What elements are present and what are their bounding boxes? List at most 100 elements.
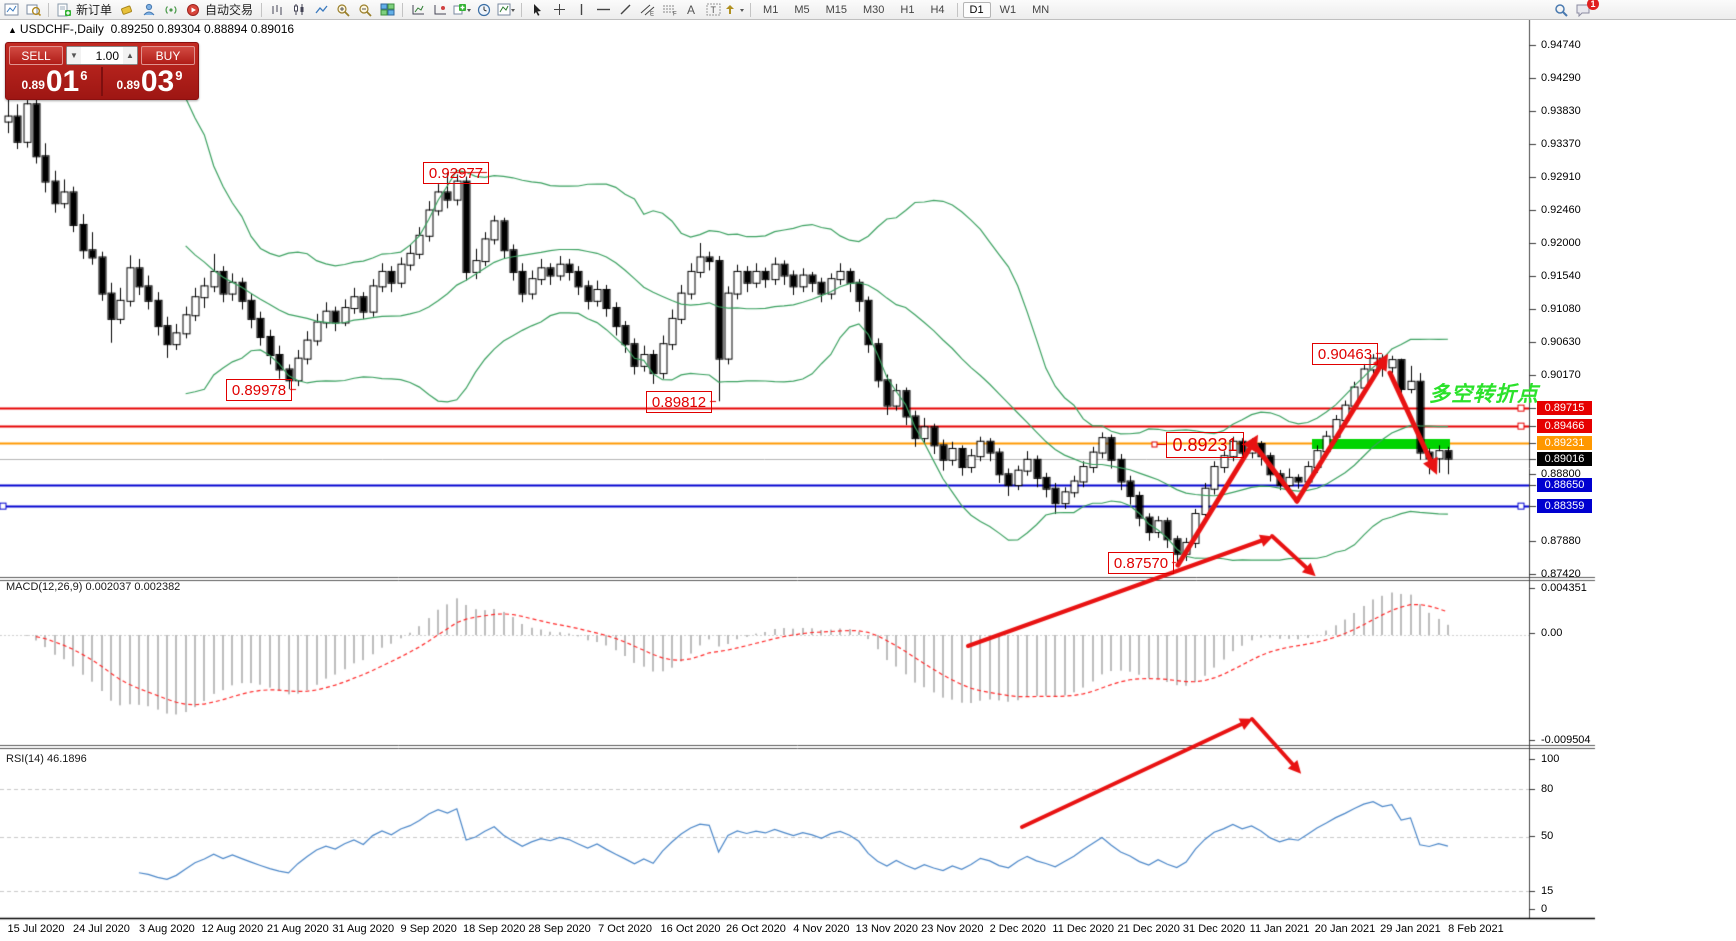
volume-increase-button[interactable]: ▲ bbox=[123, 47, 137, 64]
volume-value[interactable]: 1.00 bbox=[95, 48, 119, 63]
chart-profiles-icon[interactable] bbox=[22, 1, 44, 18]
add-indicator-icon[interactable] bbox=[451, 1, 473, 18]
timeframe-button-d1[interactable]: D1 bbox=[962, 1, 991, 18]
rsi-axis-label: 0 bbox=[1541, 903, 1548, 915]
price-axis-label-blue: 0.88650 bbox=[1537, 478, 1592, 493]
date-axis-label: 2 Dec 2020 bbox=[989, 923, 1046, 935]
turning-point-annotation[interactable]: 多空转折点 bbox=[1429, 383, 1539, 406]
crosshair-icon[interactable] bbox=[548, 1, 570, 18]
sell-price-pip: 6 bbox=[80, 68, 88, 83]
price-axis-label: 0.92460 bbox=[1541, 203, 1581, 216]
volume-stepper[interactable]: ▼ 1.00 ▲ bbox=[66, 46, 138, 65]
date-axis-label: 3 Aug 2020 bbox=[139, 923, 195, 935]
date-axis-label: 11 Dec 2020 bbox=[1052, 923, 1114, 935]
one-click-trading-panel: SELL ▼ 1.00 ▲ BUY 0.89 01 6 0.89 03 9 bbox=[5, 42, 199, 100]
price-axis-label: 0.94740 bbox=[1541, 39, 1581, 51]
rsi-label: RSI(14) 46.1896 bbox=[6, 753, 87, 765]
clock-icon[interactable] bbox=[473, 1, 495, 18]
horizontal-line-icon[interactable] bbox=[592, 1, 614, 18]
tile-windows-icon[interactable] bbox=[376, 1, 398, 18]
new-order-icon[interactable] bbox=[53, 1, 75, 18]
timeframe-button-mn[interactable]: MN bbox=[1032, 3, 1050, 16]
price-axis-label-blue: 0.88359 bbox=[1537, 499, 1592, 514]
date-axis-label: 28 Sep 2020 bbox=[528, 923, 591, 935]
timeframe-toolbar: M1 M5 M15 M30 H1 H4 D1 W1 MN bbox=[755, 0, 1057, 19]
buy-button[interactable]: BUY bbox=[141, 46, 195, 65]
rsi-axis-label: 50 bbox=[1541, 830, 1554, 842]
text-icon[interactable]: A bbox=[687, 2, 696, 17]
timeframe-button-m30[interactable]: M30 bbox=[863, 3, 885, 16]
timeframe-button-m15[interactable]: M15 bbox=[825, 3, 847, 16]
price-annotation-label[interactable]: 0.87570 bbox=[1108, 552, 1174, 574]
fibonacci-icon[interactable]: F bbox=[658, 1, 680, 18]
price-axis-label: 0.92000 bbox=[1541, 237, 1581, 249]
indicator-star-icon[interactable] bbox=[429, 1, 451, 18]
price-annotation-label[interactable]: 0.92977 bbox=[423, 162, 489, 184]
trendline-icon[interactable] bbox=[614, 1, 636, 18]
timeframe-button-h4[interactable]: H4 bbox=[930, 3, 945, 16]
toolbar: 新订单 自动交易 bbox=[0, 0, 1736, 20]
price-axis-label: 0.87880 bbox=[1541, 534, 1581, 547]
date-axis-label: 16 Oct 2020 bbox=[660, 923, 721, 935]
accounts-icon[interactable] bbox=[138, 1, 160, 18]
date-axis-label: 21 Dec 2020 bbox=[1117, 923, 1180, 935]
price-axis-label-orange: 0.89231 bbox=[1537, 436, 1592, 451]
signals-icon[interactable] bbox=[160, 1, 182, 18]
date-axis-label: 13 Nov 2020 bbox=[855, 923, 919, 935]
price-axis-label: 0.91540 bbox=[1541, 270, 1581, 283]
zoom-in-icon[interactable] bbox=[332, 1, 354, 18]
auto-trading-icon[interactable] bbox=[182, 1, 204, 18]
symbol-triangle-icon: ▲ bbox=[8, 25, 17, 35]
rsi-axis-label: 15 bbox=[1541, 885, 1554, 897]
timeframe-button-m5[interactable]: M5 bbox=[794, 3, 810, 16]
sell-button[interactable]: SELL bbox=[9, 46, 63, 65]
date-axis-label: 7 Oct 2020 bbox=[598, 923, 652, 935]
svg-text:F: F bbox=[673, 12, 677, 17]
sell-price[interactable]: 0.89 01 6 bbox=[9, 67, 100, 97]
auto-trading-label[interactable]: 自动交易 bbox=[205, 3, 254, 17]
new-order-label[interactable]: 新订单 bbox=[76, 3, 113, 17]
date-axis-label: 15 Jul 2020 bbox=[7, 923, 65, 935]
timeframe-button-w1[interactable]: W1 bbox=[999, 3, 1017, 16]
eraser-icon[interactable] bbox=[116, 1, 138, 18]
new-chart-icon[interactable] bbox=[0, 1, 22, 18]
buy-price-base: 0.89 bbox=[116, 78, 140, 92]
macd-axis-label: -0.009504 bbox=[1541, 734, 1591, 746]
buy-price[interactable]: 0.89 03 9 bbox=[104, 65, 195, 98]
vertical-line-icon[interactable] bbox=[570, 1, 592, 18]
date-axis-label: 26 Oct 2020 bbox=[725, 923, 786, 935]
cursor-icon[interactable] bbox=[526, 1, 548, 18]
templates-icon[interactable] bbox=[495, 1, 517, 18]
price-axis-label: 0.90170 bbox=[1541, 369, 1581, 382]
toolbar-separator bbox=[48, 2, 49, 17]
arrows-icon[interactable] bbox=[724, 1, 746, 18]
zoom-out-icon[interactable] bbox=[354, 1, 376, 18]
timeframe-button-h1[interactable]: H1 bbox=[900, 3, 915, 16]
date-axis-label: 20 Jan 2021 bbox=[1314, 923, 1376, 935]
line-chart-icon[interactable] bbox=[310, 1, 332, 18]
date-axis-label: 9 Sep 2020 bbox=[400, 923, 457, 935]
equidistant-channel-icon[interactable]: E bbox=[636, 1, 658, 18]
price-annotation-label[interactable]: 0.89978 bbox=[226, 379, 292, 401]
macd-axis-label: 0.004351 bbox=[1541, 582, 1587, 594]
date-axis-label: 29 Jan 2021 bbox=[1380, 923, 1441, 935]
bar-chart-icon[interactable] bbox=[266, 1, 288, 18]
timeframe-button-m1[interactable]: M1 bbox=[763, 3, 779, 16]
price-annotation-label[interactable]: 0.89812 bbox=[646, 391, 712, 413]
indicator-window-icon[interactable] bbox=[407, 1, 429, 18]
notifications-icon[interactable]: 1 bbox=[1572, 0, 1599, 18]
volume-decrease-button[interactable]: ▼ bbox=[67, 47, 81, 64]
toolbar-separator bbox=[402, 2, 404, 17]
price-axis-label: 0.93830 bbox=[1541, 104, 1581, 117]
search-icon[interactable] bbox=[1550, 1, 1572, 18]
price-annotation-label[interactable]: 0.89231 bbox=[1166, 432, 1244, 458]
date-axis-label: 11 Jan 2021 bbox=[1249, 923, 1310, 935]
candlestick-chart-icon[interactable] bbox=[288, 1, 310, 18]
date-axis-label: 8 Feb 2021 bbox=[1448, 923, 1504, 935]
text-label-icon[interactable]: T bbox=[702, 1, 724, 18]
price-annotation-label[interactable]: 0.90463 bbox=[1312, 343, 1378, 365]
macd-axis-label: 0.00 bbox=[1541, 627, 1563, 639]
date-axis-label: 23 Nov 2020 bbox=[921, 923, 984, 935]
buy-price-big: 03 bbox=[140, 65, 175, 98]
